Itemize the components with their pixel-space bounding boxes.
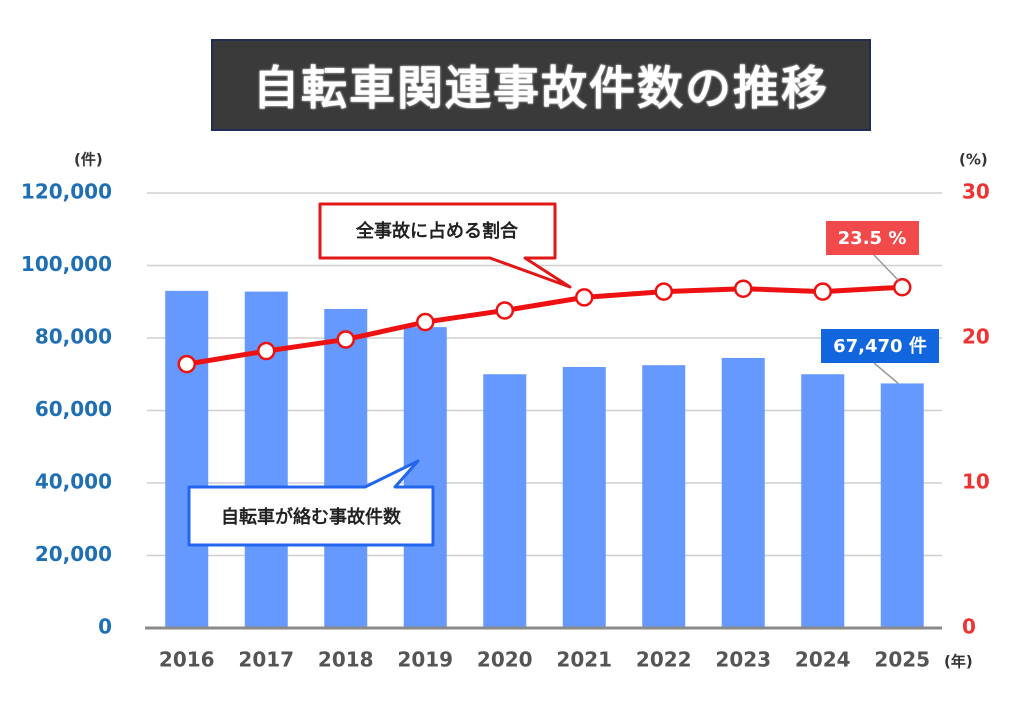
y-right-tick-label: 30	[962, 180, 990, 204]
x-tick-label: 2024	[795, 648, 851, 672]
bar-last-leader	[873, 362, 899, 384]
x-tick-label: 2017	[238, 648, 294, 672]
line-point	[893, 278, 912, 297]
y-left-tick-label: 0	[98, 615, 112, 639]
bar-series	[165, 290, 924, 628]
line-series	[177, 278, 912, 374]
bar	[801, 374, 845, 628]
y-right-tick-label: 10	[962, 470, 990, 494]
y-left-tick-label: 120,000	[21, 180, 112, 204]
line-point	[495, 301, 514, 320]
bar-callout-text: 自転車が絡む事故件数	[221, 506, 402, 528]
line-last-label: 23.5 %	[838, 228, 907, 249]
x-tick-label: 2023	[715, 648, 771, 672]
line-point	[575, 288, 594, 307]
line-last-leader	[873, 254, 899, 281]
line-callout: 全事故に占める割合	[318, 202, 572, 289]
y-left-tick-label: 80,000	[35, 325, 112, 349]
x-tick-label: 2018	[318, 648, 374, 672]
line-last-badge	[826, 221, 919, 255]
x-tick-label: 2016	[159, 648, 215, 672]
y-left-tick-label: 100,000	[21, 252, 112, 276]
y-right-tick-label: 0	[962, 615, 976, 639]
bar	[562, 367, 606, 628]
line-point	[177, 354, 196, 374]
line-point	[336, 330, 355, 349]
y-left-tick-label: 20,000	[35, 542, 112, 566]
line-callout-text: 全事故に占める割合	[355, 220, 519, 242]
line-point	[416, 312, 435, 332]
bar-callout-bubble	[187, 459, 435, 547]
chart-title: 自転車関連事故件数の推移	[211, 39, 871, 131]
line-point	[734, 279, 753, 298]
bar-callout: 自転車が絡む事故件数	[187, 459, 435, 547]
line-point	[654, 282, 673, 301]
bar-last-badge	[821, 329, 939, 363]
x-tick-label: 2020	[477, 648, 533, 672]
series-line	[186, 284, 903, 367]
x-tick-label: 2019	[397, 648, 453, 672]
y-right-tick-label: 20	[962, 325, 990, 349]
y-right-unit: (%)	[959, 151, 988, 169]
bar	[721, 357, 765, 628]
line-callout-bubble	[318, 202, 572, 289]
x-tick-label: 2025	[874, 648, 930, 672]
bar	[642, 365, 686, 628]
bar	[483, 374, 527, 628]
bar	[165, 290, 209, 628]
bar	[403, 327, 447, 628]
axes: 0 20,000 40,000 60,000 80,000 100,000 120,000 0…	[21, 151, 990, 672]
bar	[880, 383, 924, 628]
bar	[324, 309, 368, 628]
bar-last-label: 67,470 件	[833, 335, 927, 357]
y-left-tick-label: 60,000	[35, 397, 112, 421]
x-tick-label: 2021	[556, 648, 612, 672]
line-point	[813, 282, 832, 301]
y-left-tick-label: 40,000	[35, 470, 112, 494]
x-tick-label: 2022	[636, 648, 692, 672]
x-unit: (年)	[944, 653, 973, 671]
line-point	[257, 341, 276, 361]
y-left-unit: (件)	[74, 151, 103, 169]
